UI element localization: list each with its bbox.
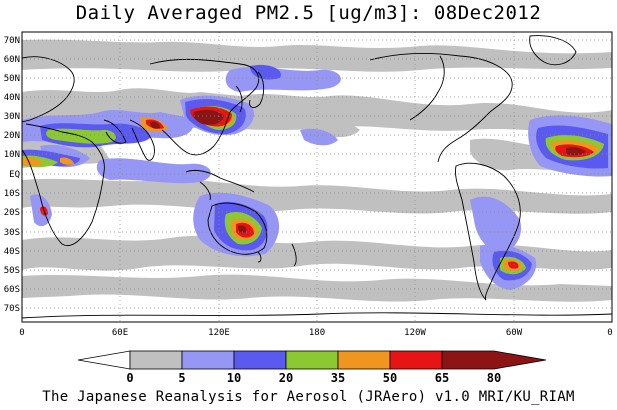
lon-label: 60E [112,328,128,338]
lat-label: 40N [4,93,20,103]
aerosol-field [22,35,612,319]
colorbar-label: 10 [227,371,241,385]
colorbar [77,350,547,370]
map-frame [21,31,613,323]
lat-label: 30N [4,112,20,122]
lat-label: 50N [4,74,20,84]
lat-label: 10N [4,150,20,160]
grid-lines [22,32,612,322]
colorbar-swatch [181,350,235,370]
colorbar-label: 50 [383,371,397,385]
lat-label: 60N [4,55,20,65]
coastlines [22,35,612,319]
colorbar-swatch [129,350,183,370]
lon-label: 120E [208,328,230,338]
longitude-labels: 0 60E 120E 180 120W 60W 0 [19,328,612,338]
colorbar-swatch [389,350,443,370]
colorbar-swatch [285,350,339,370]
lon-label: 120W [404,328,426,338]
lat-label: 60S [4,285,20,295]
lat-label: 50S [4,266,20,276]
colorbar-label: 65 [435,371,449,385]
lat-label: 20N [4,131,20,141]
lon-label: 0 [19,328,24,338]
footer-credit: The Japanese Reanalysis for Aerosol (JRA… [42,389,575,405]
lon-label: 0 [607,328,612,338]
lat-label: 30S [4,228,20,238]
colorbar-label: 20 [279,371,293,385]
colorbar-arrow-low [77,350,131,370]
lon-label: 60W [506,328,523,338]
colorbar-label: 35 [331,371,345,385]
colorbar-labels: 0 5 10 20 35 50 65 80 [126,371,501,385]
lat-label: 20S [4,208,20,218]
colorbar-label: 0 [126,371,133,385]
colorbar-label: 80 [487,371,501,385]
lat-label: 70S [4,304,20,314]
map-title: Daily Averaged PM2.5 [ug/m3]: 08Dec2012 [75,2,542,24]
colorbar-swatch [337,350,391,370]
colorbar-arrow-high [441,350,547,370]
lat-label: 70N [4,36,20,46]
lat-label: EQ [9,170,20,180]
colorbar-swatch [233,350,287,370]
level-80-plus-areas [150,109,586,233]
lon-label: 180 [309,328,325,338]
latitude-labels: 70N 60N 50N 40N 30N 20N 10N EQ 10S 20S 3… [4,36,20,314]
lat-label: 10S [4,189,20,199]
lat-label: 40S [4,247,20,257]
colorbar-label: 5 [178,371,185,385]
